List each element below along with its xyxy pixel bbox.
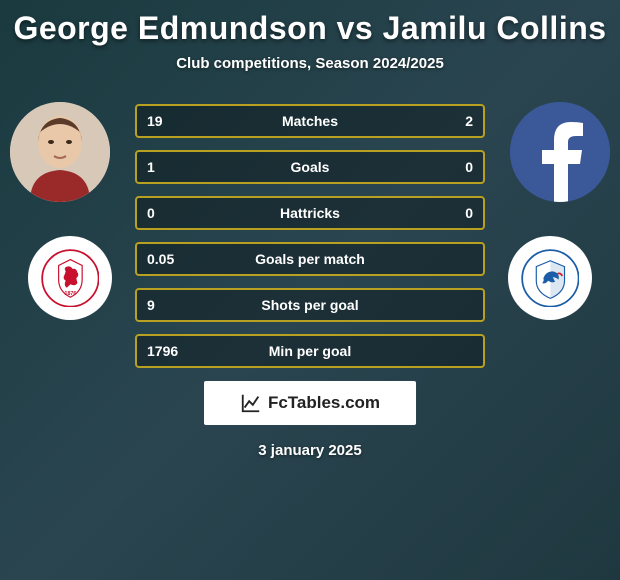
subtitle: Club competitions, Season 2024/2025 bbox=[0, 55, 620, 72]
stat-label: Goals bbox=[137, 159, 483, 175]
source-label: FcTables.com bbox=[268, 393, 380, 413]
stat-right-value: 2 bbox=[465, 113, 473, 129]
shield-bird-icon bbox=[521, 249, 580, 308]
stat-label: Goals per match bbox=[137, 251, 483, 267]
stat-row: 0 Hattricks 0 bbox=[135, 196, 485, 230]
person-icon bbox=[10, 102, 110, 202]
svg-text:1876: 1876 bbox=[64, 290, 76, 296]
stat-row: 1 Goals 0 bbox=[135, 150, 485, 184]
stat-row: 0.05 Goals per match bbox=[135, 242, 485, 276]
source-badge: FcTables.com bbox=[203, 380, 417, 426]
stat-row: 1796 Min per goal bbox=[135, 334, 485, 368]
stat-left-value: 19 bbox=[147, 113, 163, 129]
stat-left-value: 0.05 bbox=[147, 251, 174, 267]
stat-row: 19 Matches 2 bbox=[135, 104, 485, 138]
stat-left-value: 0 bbox=[147, 205, 155, 221]
stat-row: 9 Shots per goal bbox=[135, 288, 485, 322]
stat-label: Min per goal bbox=[137, 343, 483, 359]
player-right-avatar bbox=[510, 102, 610, 202]
stat-right-value: 0 bbox=[465, 159, 473, 175]
club-badge-right bbox=[508, 236, 592, 320]
stat-left-value: 1 bbox=[147, 159, 155, 175]
stat-label: Matches bbox=[137, 113, 483, 129]
page-title: George Edmundson vs Jamilu Collins bbox=[0, 0, 620, 47]
facebook-icon bbox=[510, 102, 610, 202]
stats-list: 19 Matches 2 1 Goals 0 0 Hattricks 0 0.0… bbox=[135, 102, 485, 368]
stat-label: Shots per goal bbox=[137, 297, 483, 313]
club-badge-left: 1876 bbox=[28, 236, 112, 320]
player-left-avatar bbox=[10, 102, 110, 202]
comparison-area: 1876 19 Matches 2 1 Goals 0 0 Hattricks … bbox=[0, 102, 620, 459]
stat-right-value: 0 bbox=[465, 205, 473, 221]
stat-left-value: 9 bbox=[147, 297, 155, 313]
shield-lion-icon: 1876 bbox=[41, 249, 100, 308]
date-label: 3 january 2025 bbox=[10, 442, 610, 459]
stat-left-value: 1796 bbox=[147, 343, 178, 359]
stat-label: Hattricks bbox=[137, 205, 483, 221]
chart-icon bbox=[240, 392, 262, 414]
